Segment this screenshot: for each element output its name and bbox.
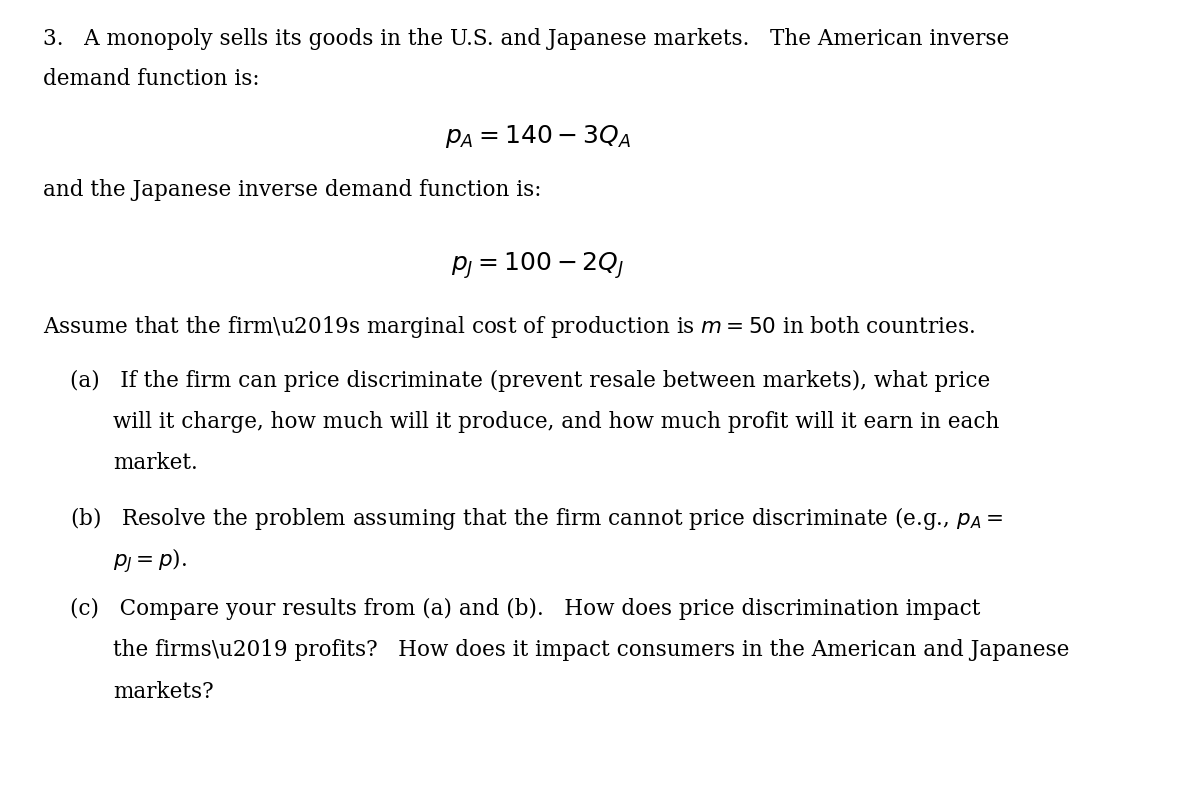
Text: $p_J = 100 - 2Q_J$: $p_J = 100 - 2Q_J$ — [451, 250, 624, 281]
Text: $p_A = 140 - 3Q_A$: $p_A = 140 - 3Q_A$ — [445, 123, 631, 150]
Text: (a)   If the firm can price discriminate (prevent resale between markets), what : (a) If the firm can price discriminate (… — [70, 370, 990, 392]
Text: markets?: markets? — [113, 681, 214, 703]
Text: 3.   A monopoly sells its goods in the U.S. and Japanese markets.   The American: 3. A monopoly sells its goods in the U.S… — [43, 28, 1009, 50]
Text: Assume that the firm\u2019s marginal cost of production is $m = 50$ in both coun: Assume that the firm\u2019s marginal cos… — [43, 314, 974, 340]
Text: demand function is:: demand function is: — [43, 68, 259, 90]
Text: will it charge, how much will it produce, and how much profit will it earn in ea: will it charge, how much will it produce… — [113, 411, 1000, 433]
Text: (b)   Resolve the problem assuming that the firm cannot price discriminate (e.g.: (b) Resolve the problem assuming that th… — [70, 505, 1003, 532]
Text: $p_J = p$).: $p_J = p$). — [113, 546, 187, 575]
Text: the firms\u2019 profits?   How does it impact consumers in the American and Japa: the firms\u2019 profits? How does it imp… — [113, 639, 1069, 661]
Text: (c)   Compare your results from (a) and (b).   How does price discrimination imp: (c) Compare your results from (a) and (b… — [70, 598, 980, 620]
Text: market.: market. — [113, 452, 198, 475]
Text: and the Japanese inverse demand function is:: and the Japanese inverse demand function… — [43, 179, 541, 201]
